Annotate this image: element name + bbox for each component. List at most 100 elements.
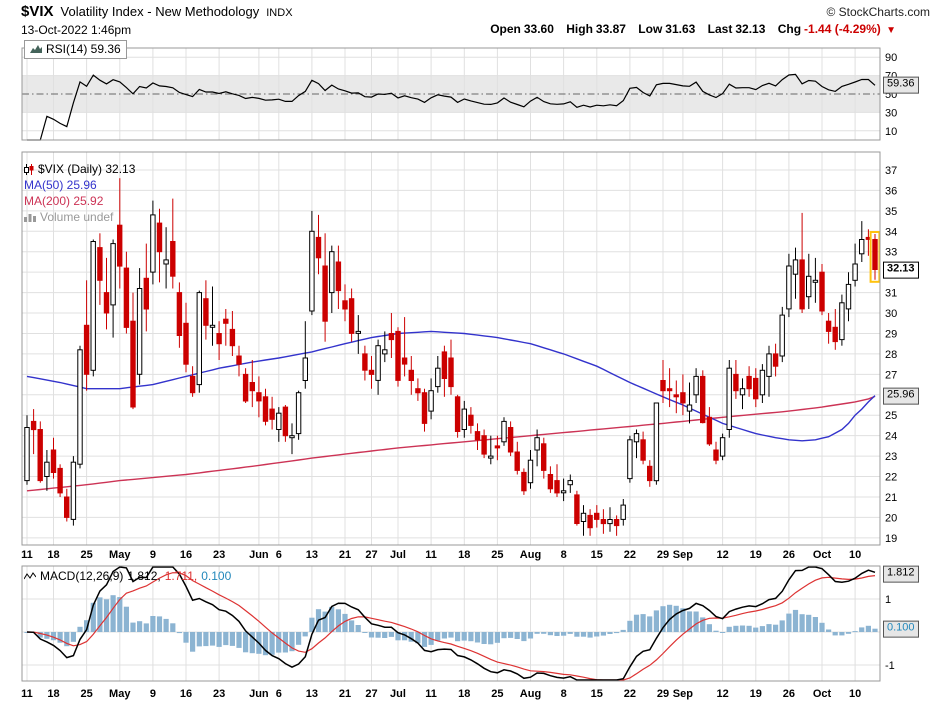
candle-body <box>494 445 501 449</box>
rsi-indicator-icon <box>30 45 42 53</box>
candle-body <box>587 514 593 529</box>
macd-histogram-bar <box>183 632 189 643</box>
price-legend-label: $VIX (Daily) 32.13 <box>38 162 136 176</box>
candle-body <box>441 351 448 379</box>
macd-signal-line <box>26 572 876 681</box>
macd-histogram-bar <box>620 629 626 632</box>
macd-histogram-bar <box>282 632 288 653</box>
macd-histogram-bar <box>547 632 553 636</box>
candle-body <box>554 480 560 494</box>
candle-body <box>136 288 143 375</box>
high-value: 33.87 <box>595 22 626 36</box>
macd-histogram-bar <box>527 632 534 639</box>
candle-body <box>415 388 421 394</box>
x-axis-label: Oct <box>813 549 832 561</box>
candle-body <box>759 369 766 396</box>
timestamp: 13-Oct-2022 1:46pm <box>21 23 132 37</box>
macd-histogram-bar <box>196 632 202 647</box>
macd-histogram-bar <box>845 632 852 634</box>
x-axis-label: 8 <box>561 549 567 561</box>
macd-histogram-bar <box>653 610 659 632</box>
candle-body <box>382 349 388 355</box>
macd-histogram-bar <box>627 620 633 632</box>
macd-histogram-bar <box>587 632 593 638</box>
candle-body <box>130 320 136 408</box>
macd-histogram-bar <box>700 617 706 632</box>
macd-histogram-bar <box>209 632 216 646</box>
last-price-badge: 32.13 <box>883 261 919 279</box>
macd-hist-value: 0.100 <box>201 569 232 583</box>
macd-histogram-bar <box>309 617 315 632</box>
x-axis-label: 15 <box>591 549 603 561</box>
x-axis-label: 18 <box>458 549 470 561</box>
candle-body <box>388 333 395 341</box>
ma200-line <box>26 395 876 492</box>
x-axis-label: 6 <box>276 549 282 561</box>
candle-body <box>786 265 792 310</box>
macd-hist-value-badge: 0.100 <box>883 620 919 638</box>
macd-histogram-bar <box>481 632 487 644</box>
x-axis-label: 12 <box>717 549 729 561</box>
volume-bars-icon <box>24 213 36 222</box>
macd-histogram-bar <box>223 632 229 646</box>
x-axis-label: 25 <box>81 688 93 700</box>
x-axis-label: 23 <box>213 688 225 700</box>
panel-borders <box>21 47 881 682</box>
candle-body <box>527 459 534 484</box>
candle-body <box>547 474 554 490</box>
macd-histogram-bar <box>474 632 481 643</box>
candle-body <box>739 388 746 396</box>
candle-body <box>289 435 295 439</box>
candle-body <box>229 328 236 347</box>
candle-body <box>348 298 355 334</box>
candle-body <box>534 437 540 451</box>
copyright-link[interactable]: © StockCharts.com <box>826 5 930 19</box>
candle-body <box>77 349 83 465</box>
candle-body <box>123 267 130 328</box>
candle-body <box>362 353 368 371</box>
high-label: High <box>566 22 593 36</box>
macd-histogram-bar <box>713 630 719 632</box>
macd-histogram-bar <box>269 632 275 655</box>
candle-body <box>262 396 269 422</box>
candle-body <box>779 314 785 357</box>
axis-tick-label: 19 <box>885 533 897 545</box>
x-axis-label: Sep <box>673 549 693 561</box>
macd-histogram-bar <box>289 632 295 652</box>
candle-body <box>706 416 713 445</box>
axis-tick-label: 36 <box>885 185 897 197</box>
candle-body <box>653 402 660 482</box>
candle-body <box>574 494 580 524</box>
macd-histogram-bar <box>633 614 640 632</box>
candle-body <box>733 373 739 392</box>
candle-body <box>302 357 309 381</box>
candle-body <box>329 251 335 294</box>
low-value: 31.63 <box>665 22 696 36</box>
macd-histogram-bar <box>580 632 587 637</box>
macd-histogram-bar <box>37 632 43 638</box>
candle-body <box>753 377 759 400</box>
x-axis-label: 22 <box>624 688 636 700</box>
candle-body <box>30 420 37 431</box>
macd-histogram-bar <box>322 611 328 632</box>
x-axis-label: 25 <box>491 688 503 700</box>
candle-body <box>713 449 719 461</box>
candle-body <box>541 443 547 471</box>
axis-tick-label: 30 <box>885 107 897 119</box>
axis-tick-label: 24 <box>885 431 897 443</box>
open-value: 33.60 <box>523 22 554 36</box>
macd-histogram-bar <box>706 624 712 632</box>
candle-body <box>64 496 70 518</box>
macd-histogram-bar <box>799 614 805 632</box>
macd-histogram-bar <box>806 614 812 632</box>
x-axis-label: 26 <box>783 688 795 700</box>
candle-body <box>242 373 249 402</box>
candle-body <box>236 355 242 365</box>
candle-body <box>24 427 30 482</box>
macd-histogram-bar <box>872 628 878 632</box>
candle-body <box>90 241 96 371</box>
macd-histogram-bar <box>488 632 494 645</box>
macd-histogram-bar <box>97 597 103 632</box>
candle-body <box>461 408 468 431</box>
